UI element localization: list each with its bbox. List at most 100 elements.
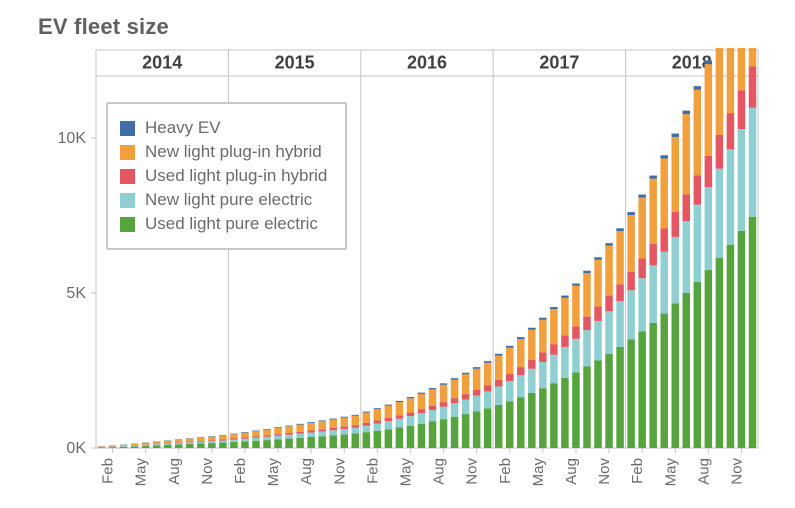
bar-segment <box>407 397 415 398</box>
bar-segment <box>285 439 293 448</box>
bar-segment <box>550 307 558 309</box>
bar-segment <box>694 176 702 205</box>
bar-segment <box>274 427 282 428</box>
bar-segment <box>672 237 680 304</box>
bar-segment <box>616 347 624 448</box>
bar-segment <box>683 293 691 448</box>
bar-segment <box>672 212 680 237</box>
x-tick-label: Aug <box>695 458 712 485</box>
bar-segment <box>749 48 757 66</box>
bar-segment <box>572 372 580 448</box>
bar-segment <box>374 431 382 448</box>
bar-segment <box>539 362 547 388</box>
year-label: 2015 <box>275 53 315 73</box>
bar-segment <box>528 369 536 393</box>
bar-segment <box>219 443 227 448</box>
bar-segment <box>484 363 492 385</box>
bar-segment <box>307 422 315 423</box>
bar-segment <box>274 434 282 436</box>
bar-segment <box>429 410 437 421</box>
bar-segment <box>153 442 161 444</box>
bar-segment <box>197 442 205 444</box>
bar-segment <box>252 441 259 448</box>
y-tick-label: 0K <box>66 440 86 457</box>
bar-segment <box>440 385 448 402</box>
legend-swatch <box>120 145 135 160</box>
bar-segment <box>307 433 315 438</box>
bar-segment <box>307 431 315 433</box>
bar-segment <box>396 419 404 428</box>
bar-segment <box>164 441 172 443</box>
bar-segment <box>285 426 293 433</box>
bar-segment <box>131 444 139 445</box>
bar-segment <box>374 424 382 431</box>
bar-segment <box>583 271 591 273</box>
bar-segment <box>473 390 481 396</box>
bar-segment <box>407 398 415 412</box>
bar-segment <box>153 444 161 445</box>
bar-segment <box>263 437 271 440</box>
bar-segment <box>638 195 646 198</box>
bar-segment <box>109 447 117 448</box>
bar-segment <box>341 427 349 429</box>
legend-swatch <box>120 121 135 136</box>
bar-segment <box>285 433 293 435</box>
bar-segment <box>495 356 503 380</box>
bar-segment <box>484 391 492 408</box>
bar-segment <box>219 440 227 441</box>
bar-segment <box>716 48 724 135</box>
bar-segment <box>539 318 547 320</box>
bar-segment <box>705 64 713 156</box>
legend-item: New light plug-in hybrid <box>120 142 327 162</box>
bar-segment <box>705 270 713 448</box>
x-tick-label: Feb <box>232 458 249 484</box>
bar-segment <box>627 272 635 290</box>
legend-swatch <box>120 217 135 232</box>
bar-segment <box>517 367 525 375</box>
bar-segment <box>241 437 249 438</box>
bar-segment <box>738 129 746 231</box>
bar-segment <box>451 403 459 416</box>
bar-segment <box>252 438 259 441</box>
bar-segment <box>120 445 128 446</box>
bar-segment <box>550 383 558 448</box>
bar-segment <box>385 418 393 421</box>
bar-segment <box>263 435 271 436</box>
bar-segment <box>352 415 360 416</box>
bar-segment <box>263 440 271 448</box>
bar-segment <box>594 260 602 307</box>
bar-segment <box>495 354 503 356</box>
bar-segment <box>495 380 503 387</box>
legend-item: New light pure electric <box>120 190 327 210</box>
bar-segment <box>208 440 216 441</box>
bar-segment <box>363 423 371 426</box>
bar-segment <box>473 367 481 369</box>
legend-label: Heavy EV <box>145 118 221 138</box>
bar-segment <box>473 369 481 390</box>
bar-segment <box>329 419 337 428</box>
bar-segment <box>440 383 448 384</box>
bar-segment <box>550 309 558 344</box>
bar-segment <box>738 48 746 90</box>
bar-segment <box>396 428 404 448</box>
bar-segment <box>627 215 635 272</box>
x-tick-label: Feb <box>364 458 381 484</box>
legend-swatch <box>120 169 135 184</box>
bar-segment <box>683 111 691 115</box>
bar-segment <box>120 446 128 447</box>
x-tick-label: Aug <box>166 458 183 485</box>
bar-segment <box>396 415 404 418</box>
bar-segment <box>197 441 205 442</box>
bar-segment <box>738 90 746 129</box>
bar-segment <box>418 393 426 394</box>
bar-segment <box>594 306 602 321</box>
bar-segment <box>716 135 724 169</box>
bar-segment <box>451 378 459 379</box>
bar-segment <box>440 402 448 407</box>
bar-segment <box>517 337 525 339</box>
bar-segment <box>749 108 757 217</box>
bar-segment <box>550 344 558 354</box>
bar-segment <box>473 411 481 448</box>
bar-segment <box>683 194 691 221</box>
bar-segment <box>727 245 735 448</box>
